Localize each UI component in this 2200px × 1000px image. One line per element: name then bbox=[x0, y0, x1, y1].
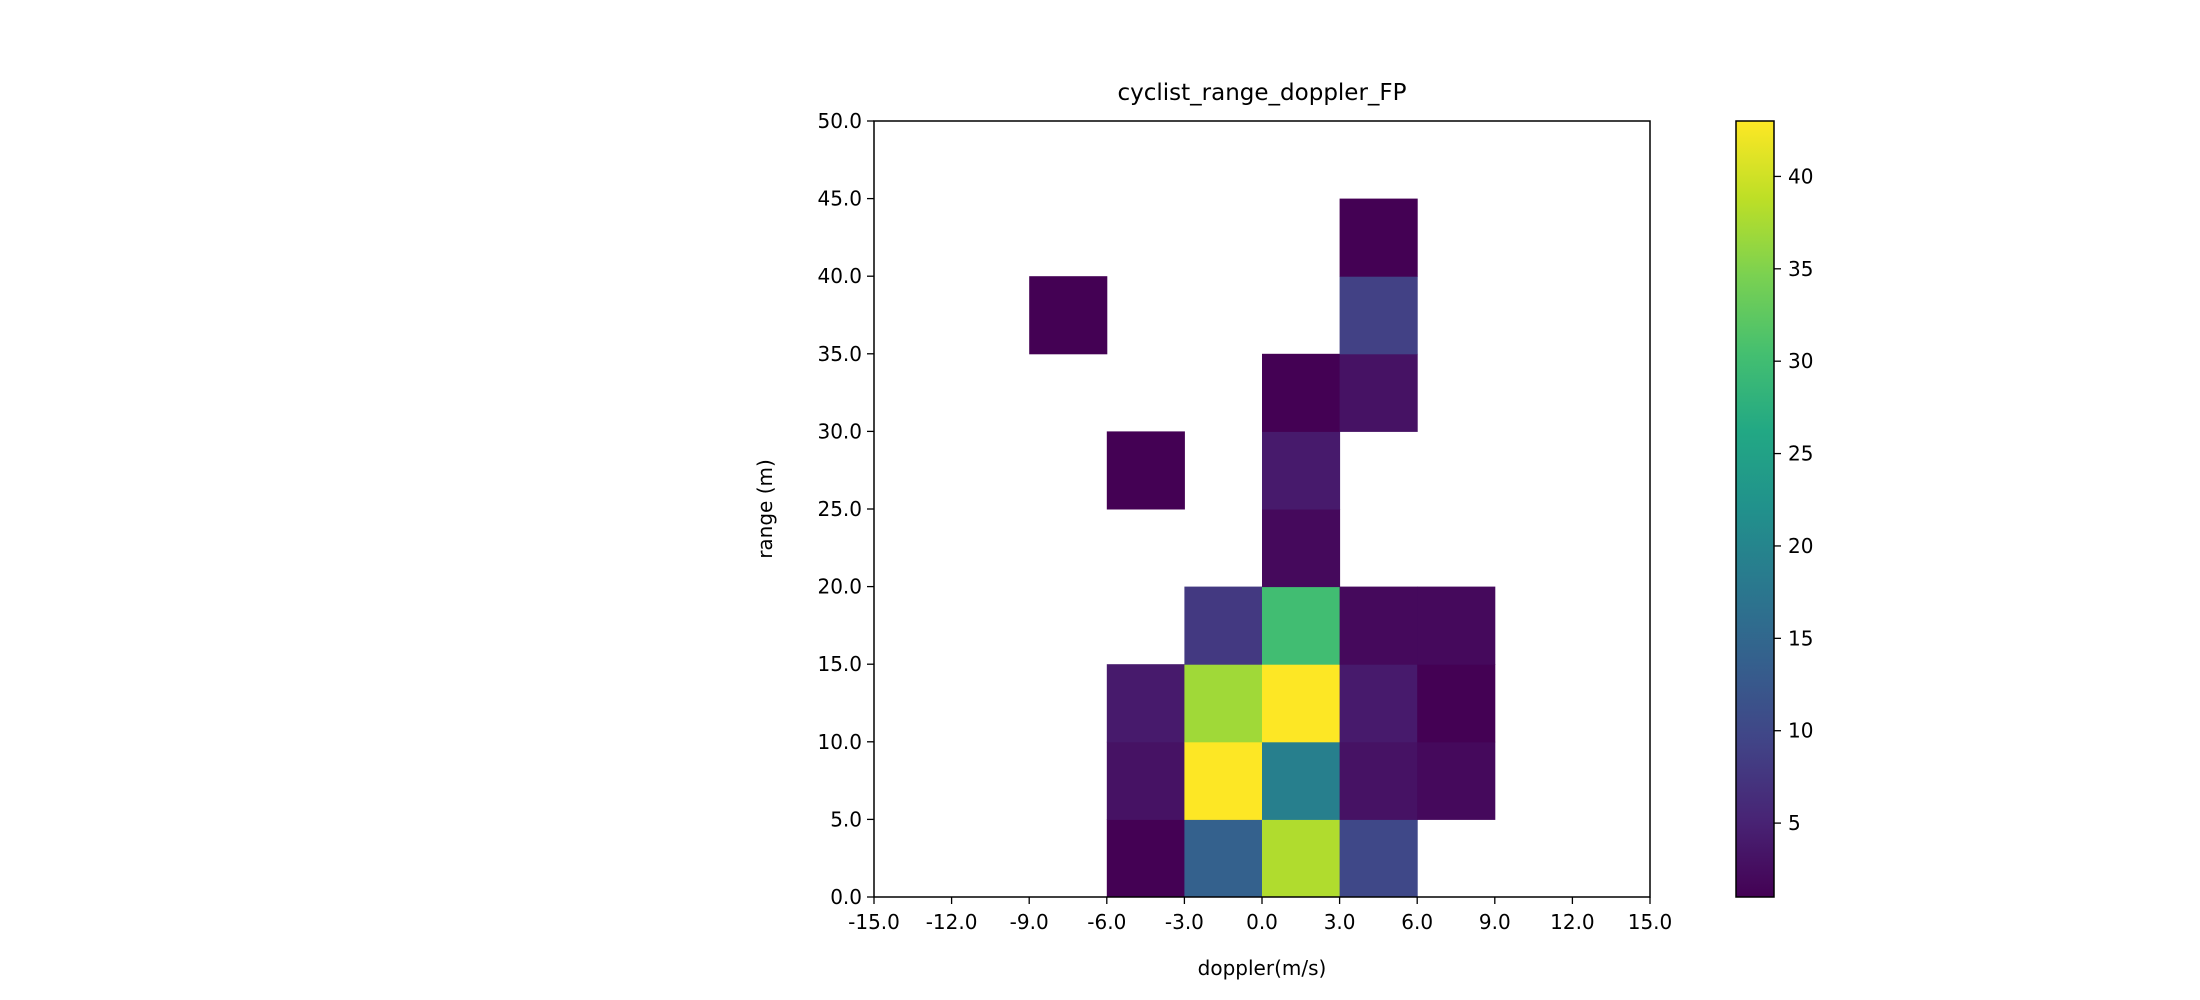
colorbar-tick-label: 35 bbox=[1788, 257, 1813, 281]
heatmap-cell bbox=[1184, 586, 1263, 665]
y-tick-label: 0.0 bbox=[830, 885, 862, 909]
colorbar-tick-label: 40 bbox=[1788, 164, 1813, 188]
heatmap-cell bbox=[1106, 431, 1185, 510]
heatmap-cell bbox=[1339, 586, 1418, 665]
x-tick-label: 9.0 bbox=[1479, 910, 1511, 934]
colorbar-tick-label: 10 bbox=[1788, 719, 1813, 743]
y-tick-label: 50.0 bbox=[817, 109, 862, 133]
x-tick-label: 0.0 bbox=[1246, 910, 1278, 934]
x-axis-ticks: -15.0 -12.0 -9.0 -6.0 -3.0 0.0 3.0 6.0 9.0 12.0 15… bbox=[848, 897, 1672, 934]
heatmap-cell bbox=[1106, 664, 1185, 743]
y-tick-label: 30.0 bbox=[817, 419, 862, 443]
x-tick-label: -6.0 bbox=[1087, 910, 1126, 934]
colorbar-ticks: 5 10 15 20 25 30 35 40 bbox=[1774, 164, 1813, 835]
heatmap-cell bbox=[1339, 664, 1418, 743]
heatmap-cell bbox=[1262, 586, 1341, 665]
heatmap-cell bbox=[1417, 741, 1496, 820]
heatmap-cell bbox=[1339, 741, 1418, 820]
heatmap-cell bbox=[1339, 819, 1418, 898]
heatmap-cell bbox=[1417, 586, 1496, 665]
colorbar-tick-label: 30 bbox=[1788, 349, 1813, 373]
heatmap-cell bbox=[1339, 276, 1418, 355]
heatmap-cell bbox=[1262, 664, 1341, 743]
heatmap-cell bbox=[1262, 509, 1341, 588]
y-tick-label: 5.0 bbox=[830, 807, 862, 831]
chart-title: cyclist_range_doppler_FP bbox=[1117, 80, 1406, 106]
y-tick-label: 45.0 bbox=[817, 187, 862, 211]
x-axis-label: doppler(m/s) bbox=[1198, 956, 1327, 980]
y-axis-label: range (m) bbox=[753, 459, 777, 559]
x-tick-label: -9.0 bbox=[1010, 910, 1049, 934]
heatmap-cell bbox=[1417, 664, 1496, 743]
y-tick-label: 15.0 bbox=[817, 652, 862, 676]
heatmap-cell bbox=[1106, 741, 1185, 820]
y-tick-label: 10.0 bbox=[817, 730, 862, 754]
x-tick-label: 15.0 bbox=[1628, 910, 1673, 934]
colorbar-tick-label: 25 bbox=[1788, 442, 1813, 466]
heatmap-cell bbox=[1339, 198, 1418, 277]
heatmap-cell bbox=[1262, 741, 1341, 820]
colorbar bbox=[1735, 120, 1775, 898]
colorbar-tick-label: 15 bbox=[1788, 626, 1813, 650]
y-axis-ticks: 0.0 5.0 10.0 15.0 20.0 25.0 30.0 35.0 40.0 45.0 50… bbox=[817, 109, 874, 909]
x-tick-label: 12.0 bbox=[1550, 910, 1595, 934]
y-tick-label: 25.0 bbox=[817, 497, 862, 521]
x-tick-label: -3.0 bbox=[1165, 910, 1204, 934]
heatmap-cell bbox=[1184, 741, 1263, 820]
heatmap-cell bbox=[1262, 353, 1341, 432]
colorbar-tick-label: 20 bbox=[1788, 534, 1813, 558]
y-tick-label: 35.0 bbox=[817, 342, 862, 366]
x-tick-label: -15.0 bbox=[848, 910, 900, 934]
heatmap-cell bbox=[1339, 353, 1418, 432]
colorbar-tick-label: 5 bbox=[1788, 811, 1801, 835]
heatmap-cell bbox=[1184, 819, 1263, 898]
y-tick-label: 20.0 bbox=[817, 575, 862, 599]
x-tick-label: 6.0 bbox=[1401, 910, 1433, 934]
heatmap-cell bbox=[1029, 276, 1108, 355]
heatmap-cell bbox=[1262, 431, 1341, 510]
x-tick-label: 3.0 bbox=[1324, 910, 1356, 934]
heatmap-cell bbox=[1184, 664, 1263, 743]
heatmap-cells bbox=[1029, 198, 1496, 898]
heatmap-cell bbox=[1106, 819, 1185, 898]
heatmap-cell bbox=[1262, 819, 1341, 898]
x-tick-label: -12.0 bbox=[926, 910, 978, 934]
y-tick-label: 40.0 bbox=[817, 264, 862, 288]
